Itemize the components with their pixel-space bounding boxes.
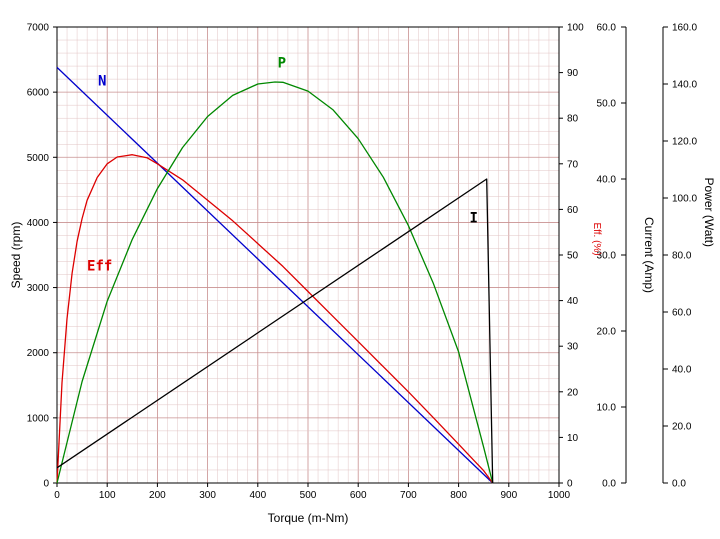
y4-tick-label: 0.0 [672,479,686,490]
y4-tick-label: 120.0 [672,137,697,148]
series-label-p: P [278,55,286,71]
x-tick-label: 400 [249,490,266,501]
y3-tick-label: 50.0 [597,99,617,110]
plot-grid [57,27,559,483]
y4-tick-label: 60.0 [672,308,692,319]
y4-axis-title: Power (Watt) [702,177,716,247]
series-line-i [56,178,494,484]
y-tick-label: 1000 [27,413,50,424]
y2-tick-label: 50 [567,251,579,262]
y3-tick-label: 20.0 [597,327,617,338]
y2-tick-label: 100 [567,23,584,34]
x-tick-label: 800 [450,490,467,501]
x-tick-label: 100 [99,490,116,501]
x-tick-label: 200 [149,490,166,501]
y2-axis-title: Eff. (%) [591,222,602,255]
y2-tick-label: 30 [567,342,579,353]
y4-tick-label: 140.0 [672,80,697,91]
y2-tick-label: 70 [567,159,579,170]
y-axis-title: Speed (rpm) [9,222,23,289]
y-tick-label: 2000 [27,348,50,359]
y4-tick-label: 20.0 [672,422,692,433]
y2-tick-label: 20 [567,387,579,398]
y2-tick-label: 80 [567,114,579,125]
y2-tick-label: 90 [567,68,579,79]
x-tick-label: 500 [300,490,317,501]
x-tick-label: 1000 [548,490,571,501]
y-tick-label: 4000 [27,218,50,229]
x-tick-label: 600 [350,490,367,501]
data-series: N Eff P I [56,55,494,484]
series-label-n: N [98,74,106,90]
x-tick-label: 300 [199,490,216,501]
series-line-eff [56,154,494,484]
y-tick-label: 5000 [27,153,50,164]
y3-tick-label: 30.0 [597,251,617,262]
axis-ticks: 0 100 200 300 400 500 600 700 800 900 100001000200… [27,23,698,502]
y-tick-label: 7000 [27,23,50,34]
x-tick-label: 0 [54,490,60,501]
y3-axis-title: Current (Amp) [642,217,656,293]
y2-tick-label: 40 [567,296,579,307]
series-label-i: I [469,210,477,226]
y4-tick-label: 100.0 [672,194,697,205]
x-tick-label: 700 [400,490,417,501]
y4-tick-label: 80.0 [672,251,692,262]
y-tick-label: 3000 [27,283,50,294]
x-tick-label: 900 [500,490,517,501]
y3-tick-label: 10.0 [597,403,617,414]
y4-tick-label: 40.0 [672,365,692,376]
series-line-p [56,81,494,484]
y2-tick-label: 0 [567,479,573,490]
y-tick-label: 6000 [27,88,50,99]
y2-tick-label: 60 [567,205,579,216]
x-axis-title: Torque (m-Nm) [268,511,349,525]
y3-tick-label: 60.0 [597,23,617,34]
y-tick-label: 0 [43,479,49,490]
series-label-eff: Eff [87,259,112,275]
y4-tick-label: 160.0 [672,23,697,34]
series-line-n [56,66,494,484]
y3-tick-label: 0.0 [602,479,616,490]
y2-tick-label: 10 [567,433,579,444]
y3-tick-label: 40.0 [597,175,617,186]
